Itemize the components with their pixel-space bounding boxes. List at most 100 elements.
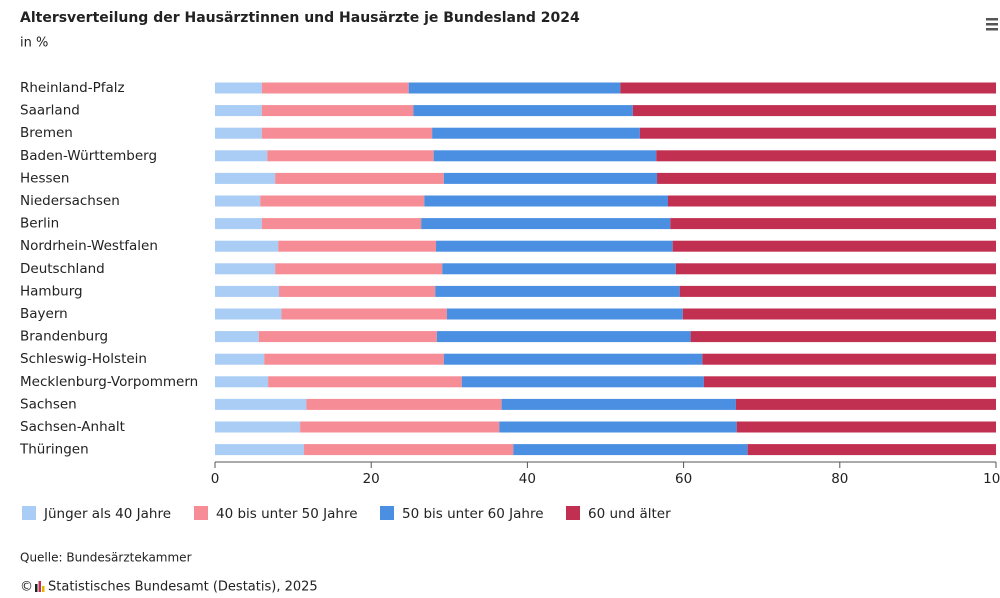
x-tick-label: 100 [983, 471, 1000, 487]
bar-segment [433, 150, 657, 162]
bar-segment [736, 421, 996, 433]
bar-segment [215, 444, 305, 456]
bar-segment [215, 172, 276, 184]
legend-swatch [194, 506, 208, 520]
y-tick-label: Bremen [20, 125, 73, 141]
bar-segment [264, 353, 444, 365]
bar-segment [279, 285, 436, 297]
bar-segment [215, 421, 301, 433]
bar-segment [513, 444, 748, 456]
source: Quelle: Bundesärztekammer [20, 551, 192, 565]
y-tick-label: Baden-Württemberg [20, 148, 157, 164]
bar-segment [667, 195, 996, 207]
bar-segment [670, 218, 996, 230]
bar-segment [421, 218, 671, 230]
bar-segment [703, 376, 996, 388]
bar-segment [215, 240, 279, 252]
chart-title: Altersverteilung der Hausärztinnen und H… [20, 10, 580, 26]
bar-segment [657, 172, 996, 184]
bar-segment [632, 105, 996, 117]
bar-segment [436, 331, 691, 343]
bar-segment [436, 240, 673, 252]
bar-segment [306, 398, 502, 410]
bar-segment [215, 331, 259, 343]
bar-segment [679, 285, 996, 297]
chart-subtitle: in % [20, 36, 48, 51]
bar-segment [442, 263, 676, 275]
logo-bar [35, 584, 38, 592]
legend-swatch [380, 506, 394, 520]
y-tick-label: Hamburg [20, 283, 83, 299]
bar-segment [408, 82, 621, 94]
bar-segment [446, 308, 683, 320]
bar-segment [268, 376, 462, 388]
bar-segment [501, 398, 736, 410]
y-tick-label: Saarland [20, 103, 80, 119]
legend-swatch [566, 506, 580, 520]
bar-segment [499, 421, 737, 433]
bar-segment [215, 218, 262, 230]
bar-segment [620, 82, 996, 94]
menu-bar[interactable] [986, 23, 998, 26]
bar-segment [672, 240, 996, 252]
logo [35, 581, 45, 592]
legend-label: Jünger als 40 Jahre [43, 506, 171, 522]
menu-bar[interactable] [986, 28, 998, 31]
bar-segment [304, 444, 514, 456]
x-tick-label: 0 [211, 471, 220, 487]
bar-segment [261, 105, 414, 117]
y-tick-label: Rheinland-Pfalz [20, 80, 125, 96]
bar-segment [215, 353, 265, 365]
x-tick-label: 80 [831, 471, 848, 487]
x-tick-label: 40 [519, 471, 536, 487]
x-tick-label: 60 [675, 471, 692, 487]
y-tick-label: Schleswig-Holstein [20, 351, 147, 367]
bar-segment [443, 353, 703, 365]
bar-segment [261, 127, 433, 139]
y-tick-label: Brandenburg [20, 329, 108, 345]
bar-segment [639, 127, 996, 139]
x-tick-label: 20 [363, 471, 380, 487]
y-tick-label: Hessen [20, 170, 69, 186]
legend-swatch [22, 506, 36, 520]
bar-segment [682, 308, 996, 320]
y-tick-label: Mecklenburg-Vorpommern [20, 374, 198, 390]
bar-segment [261, 218, 422, 230]
bar-segment [215, 105, 262, 117]
bar-segment [747, 444, 996, 456]
bar-segment [215, 263, 276, 275]
logo-bar [42, 586, 45, 592]
legend-label: 60 und älter [588, 506, 671, 522]
y-tick-label: Bayern [20, 306, 68, 322]
y-tick-label: Nordrhein-Westfalen [20, 238, 158, 254]
bar-segment [281, 308, 447, 320]
bar-segment [261, 82, 409, 94]
bar-segment [215, 308, 282, 320]
y-tick-label: Deutschland [20, 261, 105, 277]
bar-segment [690, 331, 996, 343]
bar-segment [215, 285, 280, 297]
bar-segment [215, 398, 307, 410]
legend-label: 40 bis unter 50 Jahre [216, 506, 358, 522]
logo-bar [38, 581, 41, 592]
bar-segment [413, 105, 633, 117]
bar-segment [656, 150, 996, 162]
bar-segment [215, 150, 268, 162]
bar-segment [461, 376, 704, 388]
bar-segment [215, 376, 269, 388]
menu-icon[interactable] [986, 18, 998, 31]
bar-segment [215, 195, 261, 207]
bar-segment [275, 263, 443, 275]
y-tick-label: Sachsen-Anhalt [20, 419, 125, 435]
bar-segment [675, 263, 996, 275]
bar-segment [435, 285, 680, 297]
bar-segment [267, 150, 434, 162]
bar-segment [215, 82, 262, 94]
menu-bar[interactable] [986, 18, 998, 21]
y-tick-label: Thüringen [19, 442, 89, 458]
bar-segment [702, 353, 996, 365]
bar-segment [260, 195, 425, 207]
bar-segment [432, 127, 640, 139]
bar-segment [300, 421, 500, 433]
bar-segment [443, 172, 658, 184]
